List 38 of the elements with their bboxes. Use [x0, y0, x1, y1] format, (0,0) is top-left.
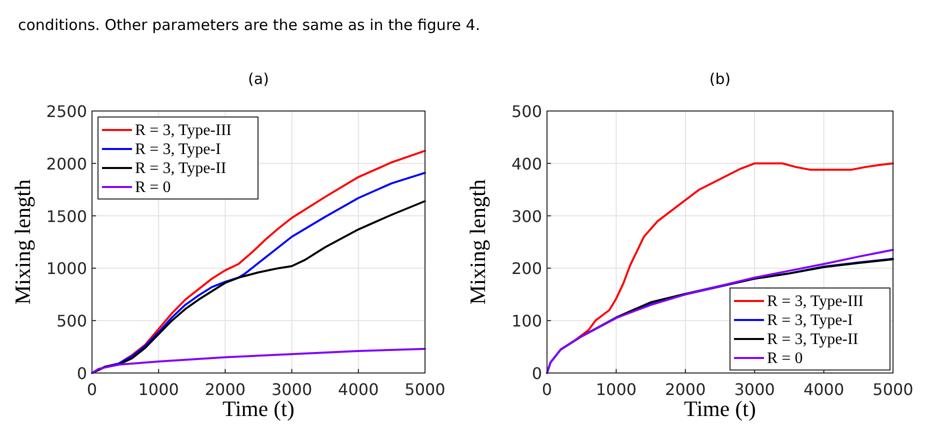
legend-label: R = 3, Type-III: [767, 293, 864, 310]
y-axis-title: Mixing length: [10, 179, 35, 305]
x-tick-label: 3000: [271, 380, 312, 399]
legend-label: R = 3, Type-III: [135, 122, 232, 139]
x-tick-label: 4000: [338, 380, 379, 399]
x-tick-label: 3000: [734, 380, 775, 399]
legend-label: R = 3, Type-I: [135, 141, 221, 158]
text: conditions. Other parameters are the same as in the figure 4.: [18, 16, 480, 34]
y-tick-label: 2000: [46, 154, 87, 174]
y-axis-title: Mixing length: [465, 179, 490, 305]
y-tick-label: 200: [511, 259, 542, 278]
x-tick-label: 2000: [204, 380, 246, 399]
x-tick-label: 5000: [404, 380, 446, 399]
y-tick-label: 500: [511, 102, 542, 121]
y-tick-label: 400: [511, 154, 542, 174]
chart-title: (b): [709, 70, 731, 88]
x-tick-label: 1000: [138, 380, 179, 399]
legend-label: R = 0: [135, 179, 171, 196]
x-tick-label: 4000: [803, 380, 844, 399]
legend-label: R = 3, Type-II: [135, 160, 226, 177]
line-series: [91, 348, 426, 374]
y-tick-label: 2500: [46, 102, 87, 121]
x-axis-title: Time (t): [684, 396, 756, 421]
x-tick-label: 5000: [872, 380, 914, 399]
x-axis-title: Time (t): [222, 396, 294, 421]
y-tick-label: 500: [56, 312, 87, 331]
x-tick-label: 1000: [596, 380, 637, 399]
legend-label: R = 0: [767, 350, 803, 367]
legend-label: R = 3, Type-II: [767, 331, 858, 348]
x-tick-label: 2000: [665, 380, 706, 399]
y-tick-label: 1000: [46, 259, 87, 278]
y-tick-label: 0: [532, 364, 542, 383]
y-tick-label: 300: [511, 206, 542, 226]
legend-label: R = 3, Type-I: [767, 312, 853, 329]
y-tick-label: 0: [76, 364, 87, 383]
chart-title: (a): [248, 70, 269, 88]
y-tick-label: 1500: [46, 206, 87, 226]
y-tick-label: 100: [511, 312, 542, 331]
